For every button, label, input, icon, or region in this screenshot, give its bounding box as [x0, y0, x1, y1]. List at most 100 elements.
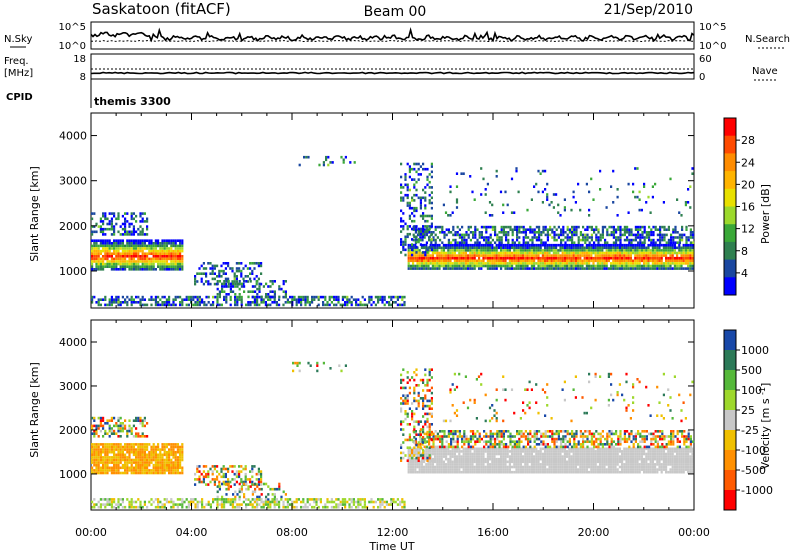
scatter-cell	[179, 239, 182, 242]
scatter-cell	[115, 249, 118, 253]
scatter-cell	[603, 256, 606, 260]
scatter-cell	[493, 465, 496, 469]
scatter-cell	[346, 298, 349, 301]
scatter-cell	[438, 447, 441, 451]
scatter-cell	[137, 262, 140, 266]
scatter-cell	[260, 282, 263, 286]
scatter-cell	[328, 303, 331, 307]
scatter-cell	[482, 251, 485, 255]
scatter-cell	[561, 264, 564, 268]
scatter-cell	[117, 303, 120, 307]
scatter-cell	[388, 303, 391, 307]
scatter-cell	[132, 443, 135, 446]
scatter-cell	[128, 298, 131, 301]
scatter-cell	[590, 256, 593, 260]
scatter-cell	[495, 254, 498, 257]
scatter-cell	[513, 455, 516, 458]
scatter-cell	[307, 155, 310, 159]
scatter-cell	[513, 450, 516, 453]
scatter-cell	[137, 257, 140, 261]
scatter-cell	[508, 450, 511, 453]
scatter-cell	[254, 487, 257, 491]
scatter-cell	[249, 503, 252, 506]
scatter-cell	[487, 225, 490, 229]
scatter-cell	[445, 452, 448, 456]
scatter-cell	[509, 228, 512, 231]
scatter-cell	[106, 242, 109, 245]
scatter-cell	[227, 262, 230, 265]
scatter-cell	[540, 233, 543, 237]
scatter-cell	[638, 254, 641, 257]
scatter-cell	[434, 450, 437, 453]
scatter-cell	[482, 463, 485, 466]
scatter-cell	[179, 262, 182, 266]
scatter-cell	[425, 452, 428, 456]
scatter-cell	[267, 285, 270, 288]
scatter-cell	[544, 267, 547, 270]
scatter-cell	[413, 245, 416, 249]
scatter-cell	[594, 254, 597, 257]
scatter-cell	[495, 457, 498, 461]
scatter-cell	[548, 203, 551, 207]
scatter-cell	[687, 243, 690, 247]
scatter-cell	[130, 503, 133, 506]
scatter-cell	[427, 465, 430, 469]
scatter-cell	[441, 231, 444, 234]
scatter-cell	[572, 246, 575, 250]
scatter-cell	[583, 254, 586, 257]
scatter-cell	[388, 295, 391, 299]
station-title: Saskatoon (fitACF)	[92, 0, 231, 18]
scatter-cell	[550, 264, 553, 268]
scatter-cell	[176, 260, 179, 263]
scatter-cell	[253, 267, 256, 270]
scatter-cell	[453, 455, 456, 458]
scatter-cell	[528, 460, 531, 464]
scatter-cell	[130, 239, 133, 242]
scatter-cell	[139, 212, 142, 215]
scatter-cell	[108, 212, 111, 215]
scatter-cell	[322, 163, 325, 167]
scatter-cell	[128, 255, 131, 258]
scatter-cell	[113, 429, 116, 433]
scatter-cell	[689, 256, 692, 260]
scatter-cell	[203, 303, 206, 307]
scatter-cell	[333, 500, 336, 504]
scatter-cell	[165, 461, 168, 464]
scatter-cell	[489, 455, 492, 458]
scatter-cell	[582, 236, 585, 239]
scatter-cell	[458, 256, 461, 260]
scatter-cell	[475, 243, 478, 247]
scatter-cell	[104, 445, 107, 449]
scatter-cell	[676, 264, 679, 268]
scatter-cell	[126, 212, 129, 215]
scatter-cell	[174, 453, 177, 457]
scatter-cell	[251, 285, 254, 288]
scatter-cell	[500, 457, 503, 461]
scatter-cell	[516, 233, 519, 237]
scatter-cell	[522, 228, 525, 231]
scatter-cell	[179, 503, 182, 506]
scatter-cell	[308, 301, 311, 304]
scatter-cell	[135, 500, 138, 504]
scatter-cell	[168, 448, 171, 451]
scatter-cell	[289, 503, 292, 506]
scatter-cell	[474, 231, 477, 234]
scatter-cell	[504, 246, 507, 250]
scatter-cell	[150, 471, 153, 475]
scatter-cell	[442, 460, 445, 464]
scatter-cell	[414, 264, 417, 268]
scatter-cell	[148, 265, 151, 268]
scatter-cell	[198, 295, 201, 299]
scatter-cell	[265, 495, 268, 499]
scatter-cell	[489, 259, 492, 263]
scatter-cell	[115, 503, 118, 506]
scatter-cell	[506, 455, 509, 458]
scatter-cell	[484, 254, 487, 257]
scatter-cell	[445, 264, 448, 268]
scatter-cell	[247, 498, 250, 501]
scatter-cell	[99, 257, 102, 261]
scatter-cell	[515, 249, 518, 252]
scatter-cell	[130, 469, 133, 472]
scatter-cell	[218, 275, 221, 278]
scatter-cell	[438, 460, 441, 464]
